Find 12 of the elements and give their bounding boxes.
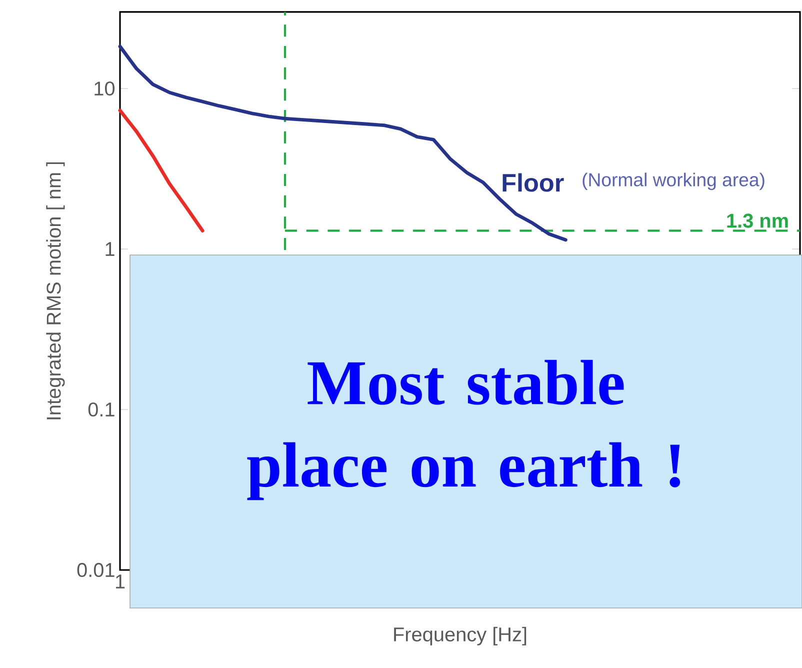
line-series — [118, 44, 568, 242]
annotation: (Normal working area) — [582, 172, 764, 190]
line-series — [118, 108, 204, 232]
y-tick-label: 10 — [94, 81, 115, 96]
y-tick-label: 1 — [106, 242, 114, 256]
x-axis-title: Frequency [Hz] — [394, 626, 526, 646]
ref-line-label: 1.3 nm — [727, 214, 788, 228]
y-tick-label: 0.1 — [88, 402, 114, 417]
annotation: Most stable place on earth ! — [247, 360, 680, 500]
y-tick-label: 0.01 — [77, 562, 114, 578]
y-axis-title: Integrated RMS motion [ nm ] — [46, 162, 65, 420]
series-label: Floor — [502, 173, 564, 192]
